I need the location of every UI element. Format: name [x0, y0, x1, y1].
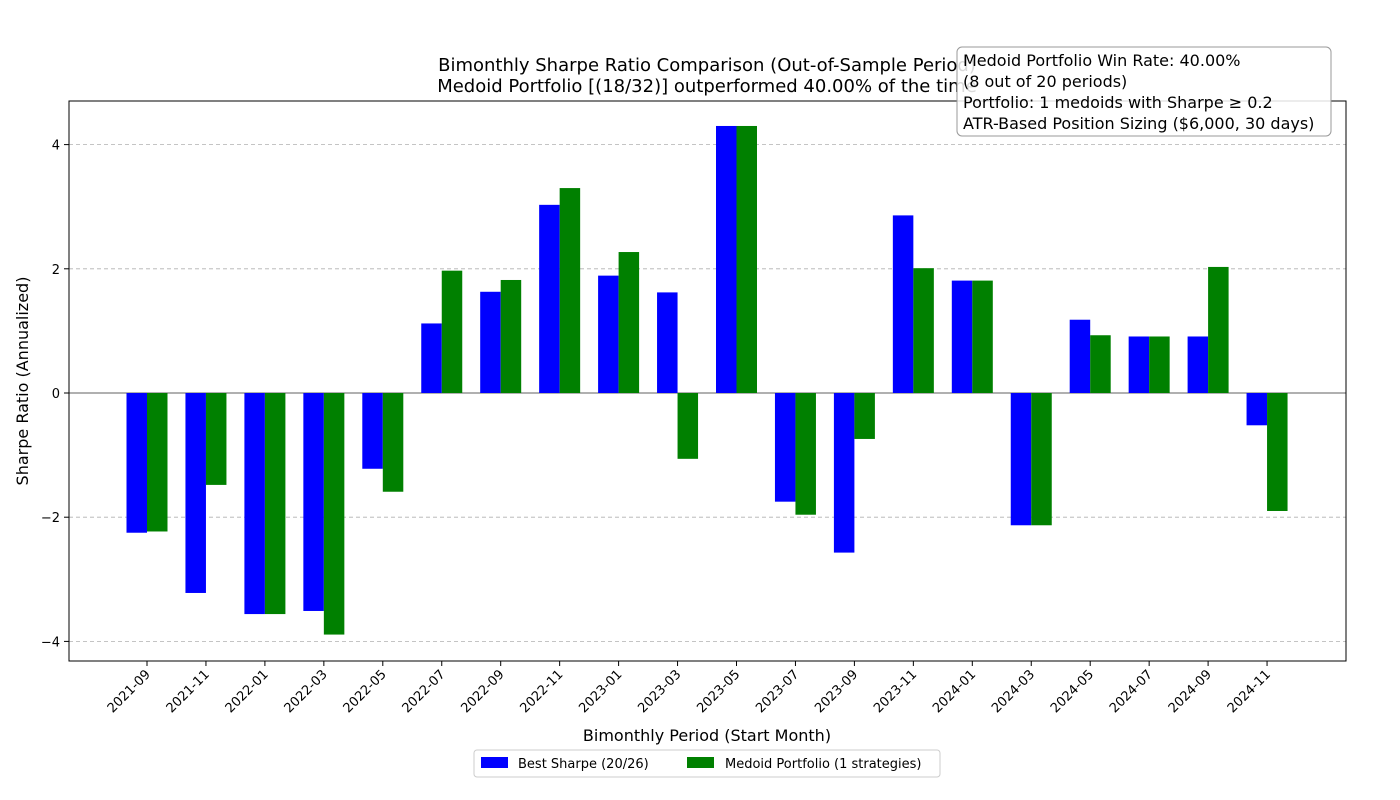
legend-swatch: [481, 757, 508, 768]
legend-label: Medoid Portfolio (1 strategies): [725, 757, 922, 772]
x-tick-label: 2023-09: [812, 667, 861, 716]
bar: [323, 393, 345, 635]
bar: [362, 393, 383, 469]
bar: [480, 291, 501, 393]
bar: [736, 125, 757, 393]
x-tick-label: 2022-07: [400, 667, 449, 716]
bar: [147, 393, 168, 532]
legend: Best Sharpe (20/26) Medoid Portfolio (1 …: [473, 749, 941, 778]
x-tick-label: 2022-03: [282, 667, 331, 716]
x-tick-label: 2021-11: [164, 667, 213, 716]
annotation-box: [956, 46, 1332, 137]
y-axis-ticks: −4 −2 0 2 4: [41, 139, 69, 650]
bar: [1187, 336, 1209, 393]
bar: [892, 215, 914, 393]
legend-label: Best Sharpe (20/26): [518, 757, 649, 772]
bar: [854, 393, 875, 439]
bar: [539, 204, 560, 393]
bar: [1069, 319, 1091, 393]
x-tick-label: 2024-05: [1048, 667, 1097, 716]
bar: [716, 125, 737, 393]
bar: [1090, 335, 1111, 393]
x-tick-label: 2022-05: [341, 667, 390, 716]
chart-title: Bimonthly Sharpe Ratio Comparison (Out-o…: [438, 55, 976, 76]
x-tick-label: 2024-07: [1107, 667, 1156, 716]
bar: [421, 323, 442, 393]
annotation-line: Portfolio: 1 medoids with Sharpe ≥ 0.2: [963, 93, 1273, 112]
bar: [795, 393, 816, 515]
bar: [264, 393, 286, 615]
x-tick-label: 2023-03: [635, 667, 684, 716]
bar: [951, 280, 973, 393]
x-tick-label: 2024-03: [989, 667, 1038, 716]
bar: [126, 393, 147, 533]
y-tick-label: 0: [52, 387, 60, 402]
annotation-line: Medoid Portfolio Win Rate: 40.00%: [963, 51, 1241, 70]
bar: [1208, 266, 1229, 393]
bar: [441, 270, 463, 393]
bar: [1267, 393, 1288, 511]
bar: [1149, 336, 1170, 393]
x-tick-label: 2023-07: [753, 667, 802, 716]
x-tick-label: 2022-09: [459, 667, 508, 716]
x-tick-label: 2023-05: [694, 667, 743, 716]
bar: [500, 279, 522, 393]
bar: [1010, 393, 1032, 526]
x-tick-label: 2024-09: [1166, 667, 1215, 716]
x-axis-label: Bimonthly Period (Start Month): [583, 726, 831, 745]
x-tick-label: 2023-01: [576, 667, 625, 716]
bar: [618, 252, 640, 393]
plot-frame: [68, 100, 1347, 662]
bar: [205, 393, 227, 485]
bar: [382, 393, 404, 492]
bar: [1128, 336, 1150, 393]
bar: [598, 275, 619, 393]
bar: [913, 268, 934, 393]
annotation-line: (8 out of 20 periods): [963, 72, 1127, 91]
y-tick-label: −4: [41, 635, 60, 650]
bars: [126, 125, 1288, 635]
y-axis-label: Sharpe Ratio (Annualized): [13, 277, 32, 486]
bar: [244, 393, 265, 615]
win-rate-annotation: Medoid Portfolio Win Rate: 40.00% (8 out…: [956, 46, 1332, 137]
x-tick-label: 2022-01: [223, 667, 272, 716]
bar: [774, 393, 796, 502]
annotation-line: ATR-Based Position Sizing ($6,000, 30 da…: [963, 114, 1314, 133]
chart-subtitle: Medoid Portfolio [(18/32)] outperformed …: [437, 76, 977, 97]
bar: [1246, 393, 1268, 426]
x-tick-label: 2022-11: [517, 667, 566, 716]
y-tick-label: 4: [52, 139, 60, 154]
bar: [559, 188, 581, 393]
x-tick-label: 2024-01: [930, 667, 979, 716]
bar: [833, 393, 855, 553]
y-tick-label: −2: [41, 511, 60, 526]
bar: [677, 393, 699, 459]
x-tick-label: 2023-11: [871, 667, 920, 716]
x-tick-label: 2021-09: [105, 667, 154, 716]
bar: [1031, 393, 1052, 526]
x-axis-ticks: 2021-09 2021-11 2022-01 2022-03 2022-05 2022-…: [105, 661, 1274, 716]
bar: [972, 280, 993, 393]
bar: [657, 292, 678, 393]
bar: [185, 393, 206, 593]
bar: [303, 393, 324, 611]
x-tick-label: 2024-11: [1225, 667, 1274, 716]
y-tick-label: 2: [52, 263, 60, 278]
legend-swatch: [687, 757, 714, 768]
